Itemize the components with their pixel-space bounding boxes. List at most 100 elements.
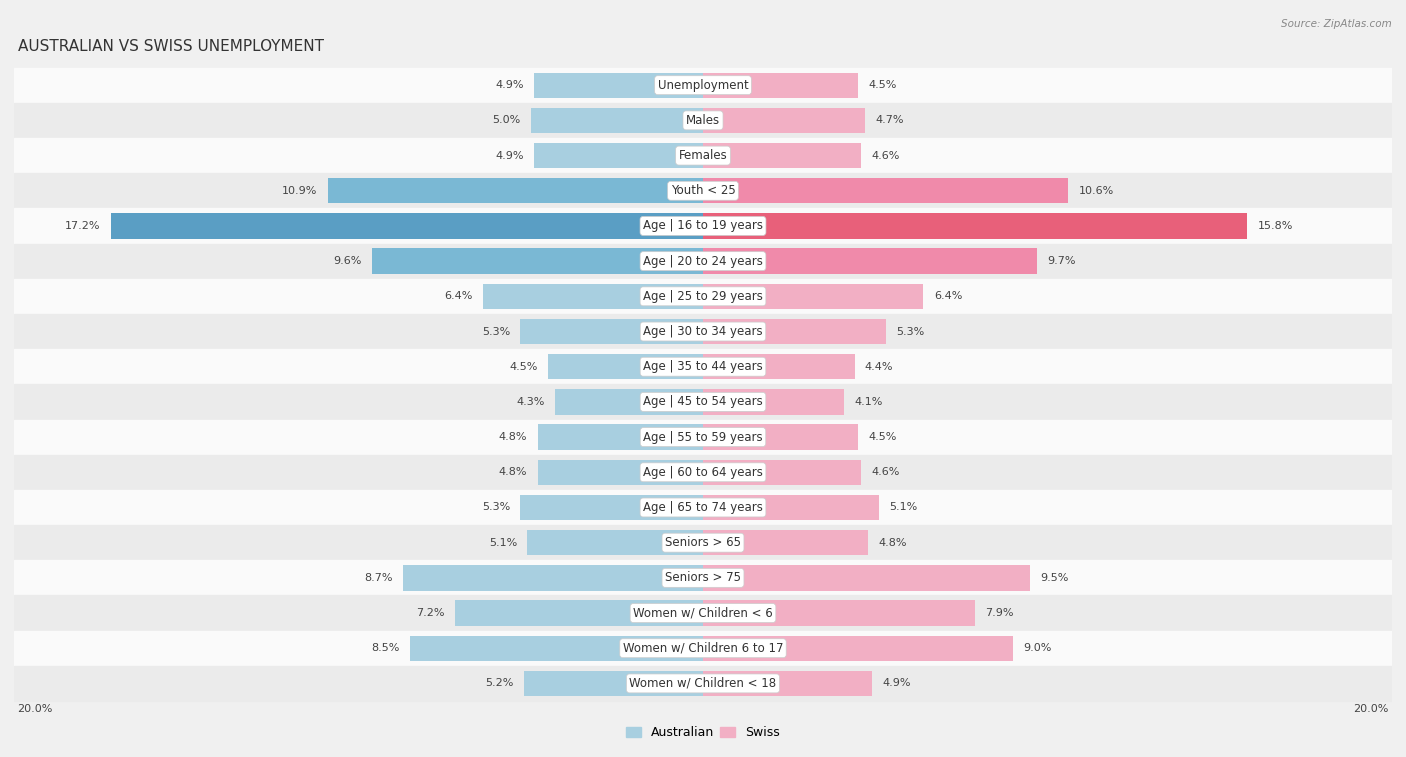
Text: 4.8%: 4.8%	[499, 467, 527, 477]
Bar	[14, 314, 1392, 349]
Text: 8.7%: 8.7%	[364, 573, 392, 583]
Text: Seniors > 75: Seniors > 75	[665, 572, 741, 584]
Bar	[703, 600, 976, 626]
Bar	[328, 178, 703, 204]
Bar	[14, 244, 1392, 279]
Text: Women w/ Children < 18: Women w/ Children < 18	[630, 677, 776, 690]
Bar	[527, 530, 703, 556]
Bar	[703, 565, 1031, 590]
Text: 15.8%: 15.8%	[1257, 221, 1294, 231]
Text: Age | 25 to 29 years: Age | 25 to 29 years	[643, 290, 763, 303]
Bar	[456, 600, 703, 626]
Bar	[14, 208, 1392, 244]
Bar	[703, 671, 872, 696]
Text: 10.6%: 10.6%	[1078, 185, 1114, 196]
Bar	[404, 565, 703, 590]
Text: Women w/ Children 6 to 17: Women w/ Children 6 to 17	[623, 642, 783, 655]
Text: 7.9%: 7.9%	[986, 608, 1014, 618]
Bar	[411, 636, 703, 661]
Text: 8.5%: 8.5%	[371, 643, 399, 653]
Text: 4.7%: 4.7%	[875, 115, 904, 126]
Bar	[703, 425, 858, 450]
Bar	[14, 419, 1392, 455]
Bar	[703, 459, 862, 485]
Text: 6.4%: 6.4%	[444, 291, 472, 301]
Bar	[520, 495, 703, 520]
Text: Age | 30 to 34 years: Age | 30 to 34 years	[643, 325, 763, 338]
Bar	[111, 213, 703, 238]
Text: 4.9%: 4.9%	[495, 80, 524, 90]
Bar	[703, 354, 855, 379]
Text: 9.7%: 9.7%	[1047, 256, 1076, 266]
Bar	[703, 178, 1069, 204]
Bar	[14, 279, 1392, 314]
Bar	[14, 455, 1392, 490]
Text: 10.9%: 10.9%	[281, 185, 318, 196]
Bar	[531, 107, 703, 133]
Text: Unemployment: Unemployment	[658, 79, 748, 92]
Bar	[703, 389, 844, 415]
Legend: Australian, Swiss: Australian, Swiss	[621, 721, 785, 744]
Text: 4.9%: 4.9%	[882, 678, 911, 688]
Bar	[373, 248, 703, 274]
Bar	[14, 631, 1392, 666]
Text: Youth < 25: Youth < 25	[671, 184, 735, 198]
Text: 17.2%: 17.2%	[65, 221, 100, 231]
Text: 5.1%: 5.1%	[489, 537, 517, 547]
Bar	[14, 525, 1392, 560]
Bar	[703, 636, 1012, 661]
Text: 4.5%: 4.5%	[869, 80, 897, 90]
Bar	[537, 459, 703, 485]
Bar	[548, 354, 703, 379]
Bar	[524, 671, 703, 696]
Text: 5.3%: 5.3%	[896, 326, 924, 337]
Bar	[703, 143, 862, 168]
Text: Women w/ Children < 6: Women w/ Children < 6	[633, 606, 773, 619]
Text: Age | 35 to 44 years: Age | 35 to 44 years	[643, 360, 763, 373]
Text: 9.6%: 9.6%	[333, 256, 361, 266]
Bar	[14, 138, 1392, 173]
Text: 4.9%: 4.9%	[495, 151, 524, 160]
Text: 5.3%: 5.3%	[482, 326, 510, 337]
Bar	[14, 490, 1392, 525]
Bar	[14, 560, 1392, 596]
Text: Females: Females	[679, 149, 727, 162]
Text: 7.2%: 7.2%	[416, 608, 444, 618]
Text: 20.0%: 20.0%	[1353, 704, 1389, 714]
Text: 4.6%: 4.6%	[872, 467, 900, 477]
Text: 4.6%: 4.6%	[872, 151, 900, 160]
Text: Source: ZipAtlas.com: Source: ZipAtlas.com	[1281, 19, 1392, 29]
Bar	[703, 495, 879, 520]
Text: Age | 55 to 59 years: Age | 55 to 59 years	[643, 431, 763, 444]
Text: AUSTRALIAN VS SWISS UNEMPLOYMENT: AUSTRALIAN VS SWISS UNEMPLOYMENT	[17, 39, 323, 54]
Text: 4.5%: 4.5%	[869, 432, 897, 442]
Text: 5.1%: 5.1%	[889, 503, 917, 512]
Text: 4.8%: 4.8%	[499, 432, 527, 442]
Bar	[537, 425, 703, 450]
Text: Age | 65 to 74 years: Age | 65 to 74 years	[643, 501, 763, 514]
Text: Age | 45 to 54 years: Age | 45 to 54 years	[643, 395, 763, 409]
Text: 5.3%: 5.3%	[482, 503, 510, 512]
Text: 4.3%: 4.3%	[516, 397, 544, 407]
Bar	[520, 319, 703, 344]
Text: 6.4%: 6.4%	[934, 291, 962, 301]
Text: 20.0%: 20.0%	[17, 704, 53, 714]
Bar	[14, 67, 1392, 103]
Bar	[14, 103, 1392, 138]
Bar	[703, 73, 858, 98]
Bar	[482, 284, 703, 309]
Bar	[703, 319, 886, 344]
Bar	[534, 73, 703, 98]
Bar	[703, 284, 924, 309]
Text: 5.2%: 5.2%	[485, 678, 513, 688]
Text: 9.0%: 9.0%	[1024, 643, 1052, 653]
Text: 4.5%: 4.5%	[509, 362, 537, 372]
Text: 4.8%: 4.8%	[879, 537, 907, 547]
Bar	[703, 213, 1247, 238]
Text: Age | 60 to 64 years: Age | 60 to 64 years	[643, 466, 763, 478]
Bar	[14, 349, 1392, 385]
Bar	[14, 596, 1392, 631]
Text: 5.0%: 5.0%	[492, 115, 520, 126]
Bar	[534, 143, 703, 168]
Text: Age | 16 to 19 years: Age | 16 to 19 years	[643, 220, 763, 232]
